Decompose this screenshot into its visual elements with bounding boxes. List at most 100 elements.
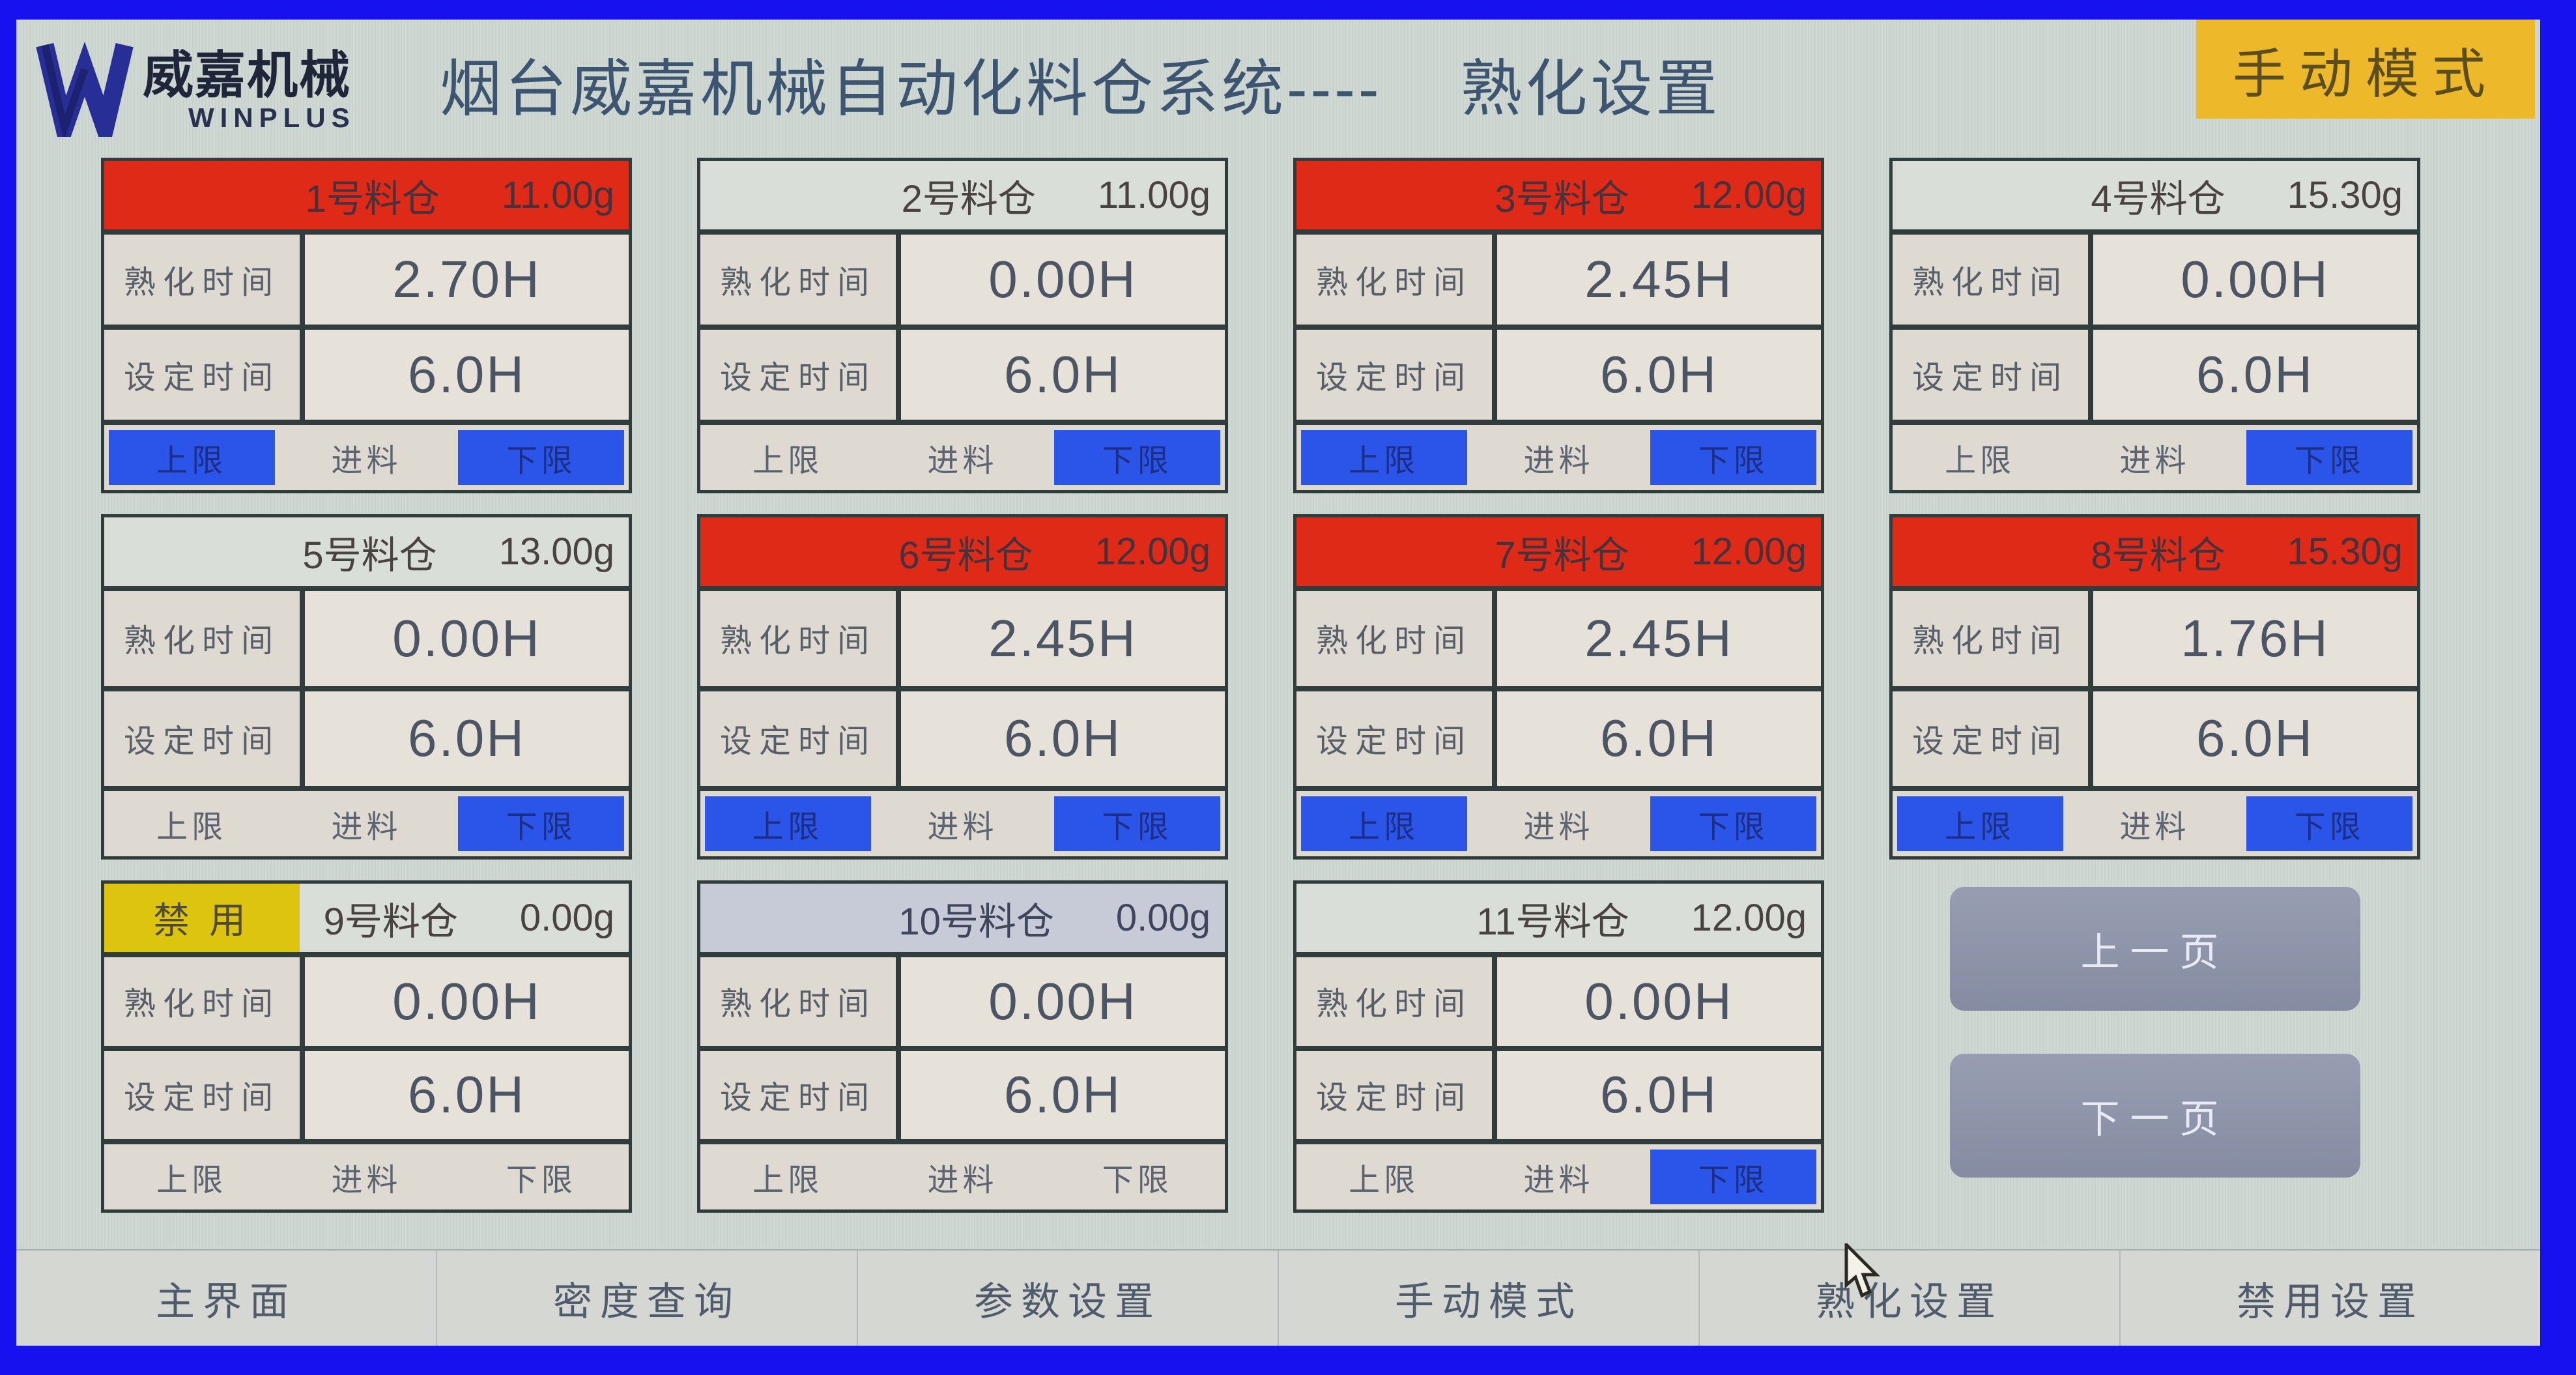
- menu-disable-settings[interactable]: 禁用设置: [2237, 1279, 2424, 1324]
- status-indicators: 上限 进料 下限: [700, 791, 1225, 856]
- upper-limit-indicator: 上限: [1349, 1163, 1420, 1198]
- curing-time-label: 熟化时间: [700, 591, 896, 686]
- silo-weight: 13.00g: [498, 530, 614, 573]
- curing-time-label: 熟化时间: [104, 235, 300, 325]
- page-title: 烟台威嘉机械自动化料仓系统---- 熟化设置: [440, 39, 1721, 128]
- upper-limit-indicator: 上限: [1945, 444, 2016, 478]
- menu-curing-settings[interactable]: 熟化设置: [1700, 1251, 2121, 1346]
- curing-time-value: 0.00H: [901, 957, 1225, 1046]
- silo-card: 禁用 3号料仓 12.00g 熟化时间 2.45H 设定时间 6.0H 上限 进…: [1293, 158, 1824, 493]
- curing-time-row: 熟化时间 0.00H: [104, 591, 629, 686]
- silo-name: 6号料仓: [898, 534, 1033, 577]
- lower-limit-indicator: 下限: [2246, 430, 2413, 485]
- lower-limit-indicator: 下限: [1650, 430, 1817, 485]
- next-page-button[interactable]: 下一页: [1949, 1054, 2360, 1178]
- set-time-label: 设定时间: [104, 330, 300, 420]
- set-time-row: 设定时间 6.0H: [1296, 1050, 1821, 1139]
- lower-limit-indicator: 下限: [506, 1163, 577, 1198]
- silo-header[interactable]: 禁用 9号料仓 0.00g: [104, 884, 629, 952]
- silo-header[interactable]: 禁用 3号料仓 12.00g: [1296, 161, 1821, 229]
- silo-weight: 15.30g: [2287, 174, 2403, 216]
- upper-limit-indicator: 上限: [1300, 430, 1467, 485]
- curing-time-label: 熟化时间: [104, 957, 300, 1046]
- menu-main-screen[interactable]: 主界面: [16, 1251, 437, 1346]
- lower-limit-indicator: 下限: [1650, 1150, 1817, 1204]
- silo-header[interactable]: 禁用 8号料仓 15.30g: [1893, 517, 2417, 586]
- curing-time-label: 熟化时间: [104, 591, 300, 686]
- curing-time-row: 熟化时间 0.00H: [1296, 957, 1821, 1046]
- set-time-label: 设定时间: [104, 1050, 300, 1139]
- set-time-value[interactable]: 6.0H: [305, 691, 629, 786]
- silo-header[interactable]: 禁用 2号料仓 11.00g: [700, 161, 1225, 229]
- set-time-value[interactable]: 6.0H: [1497, 330, 1821, 420]
- set-time-label: 设定时间: [1893, 691, 2088, 786]
- silo-header[interactable]: 禁用 7号料仓 12.00g: [1296, 517, 1821, 586]
- curing-time-value: 2.45H: [901, 591, 1225, 686]
- curing-time-value: 0.00H: [2093, 235, 2417, 325]
- silo-name: 7号料仓: [1495, 534, 1629, 577]
- brand-subtitle: WINPLUS: [188, 102, 356, 133]
- silo-name: 5号料仓: [302, 534, 437, 577]
- curing-time-label: 熟化时间: [1296, 957, 1492, 1046]
- silo-header[interactable]: 禁用 11号料仓 12.00g: [1296, 884, 1821, 952]
- set-time-row: 设定时间 6.0H: [1893, 330, 2417, 420]
- feed-indicator: 进料: [1523, 444, 1594, 478]
- feed-indicator: 进料: [927, 1163, 998, 1198]
- silo-header[interactable]: 禁用 6号料仓 12.00g: [700, 517, 1225, 586]
- lower-limit-indicator: 下限: [1054, 796, 1221, 851]
- silo-header[interactable]: 禁用 1号料仓 11.00g: [104, 161, 629, 229]
- silo-card: 禁用 9号料仓 0.00g 熟化时间 0.00H 设定时间 6.0H 上限 进料…: [101, 880, 632, 1213]
- menu-density-query[interactable]: 密度查询: [437, 1251, 858, 1346]
- silo-weight: 0.00g: [519, 897, 614, 939]
- set-time-value[interactable]: 6.0H: [2093, 330, 2417, 420]
- menu-manual-mode[interactable]: 手动模式: [1279, 1251, 1700, 1346]
- set-time-row: 设定时间 6.0H: [1893, 691, 2417, 786]
- upper-limit-indicator: 上限: [156, 1163, 227, 1198]
- curing-time-row: 熟化时间 0.00H: [1893, 235, 2417, 325]
- logo: 威嘉机械 WINPLUS: [36, 39, 356, 137]
- feed-indicator: 进料: [331, 810, 402, 845]
- lower-limit-indicator: 下限: [1650, 796, 1817, 851]
- set-time-value[interactable]: 6.0H: [2093, 691, 2417, 786]
- prev-page-button[interactable]: 上一页: [1949, 887, 2360, 1011]
- set-time-value[interactable]: 6.0H: [305, 330, 629, 420]
- screen-title: 熟化设置: [1460, 55, 1721, 124]
- upper-limit-indicator: 上限: [1300, 796, 1467, 851]
- curing-time-label: 熟化时间: [1296, 235, 1492, 325]
- set-time-value[interactable]: 6.0H: [1497, 1050, 1821, 1139]
- manual-mode-button[interactable]: 手动模式: [2196, 20, 2535, 119]
- set-time-label: 设定时间: [1296, 330, 1492, 420]
- curing-time-label: 熟化时间: [1893, 235, 2088, 325]
- set-time-value[interactable]: 6.0H: [901, 1050, 1225, 1139]
- status-indicators: 上限 进料 下限: [1296, 791, 1821, 856]
- silo-name: 3号料仓: [1495, 177, 1629, 220]
- silo-card: 禁用 11号料仓 12.00g 熟化时间 0.00H 设定时间 6.0H 上限 …: [1293, 880, 1824, 1213]
- silo-header[interactable]: 禁用 4号料仓 15.30g: [1893, 161, 2417, 229]
- curing-time-label: 熟化时间: [1893, 591, 2088, 686]
- silo-header[interactable]: 禁用 10号料仓 0.00g: [700, 884, 1225, 952]
- menu-parameter-settings[interactable]: 参数设置: [858, 1251, 1279, 1346]
- upper-limit-indicator: 上限: [752, 1163, 823, 1198]
- set-time-value[interactable]: 6.0H: [901, 691, 1225, 786]
- set-time-label: 设定时间: [700, 1050, 896, 1139]
- upper-limit-indicator: 上限: [108, 430, 275, 485]
- set-time-value[interactable]: 6.0H: [305, 1050, 629, 1139]
- feed-indicator: 进料: [927, 444, 998, 478]
- status-indicators: 上限 进料 下限: [1893, 791, 2417, 856]
- silo-name: 10号料仓: [898, 900, 1054, 943]
- feed-indicator: 进料: [2119, 444, 2190, 478]
- curing-time-value: 2.70H: [305, 235, 629, 325]
- silo-weight: 11.00g: [501, 174, 614, 216]
- silo-name: 2号料仓: [901, 177, 1036, 220]
- silo-weight: 12.00g: [1691, 897, 1807, 939]
- feed-indicator: 进料: [331, 444, 402, 478]
- silo-header[interactable]: 禁用 5号料仓 13.00g: [104, 517, 629, 586]
- upper-limit-indicator: 上限: [704, 796, 871, 851]
- set-time-value[interactable]: 6.0H: [1497, 691, 1821, 786]
- silo-weight: 15.30g: [2287, 530, 2403, 573]
- status-indicators: 上限 进料 下限: [1296, 1144, 1821, 1209]
- curing-time-row: 熟化时间 0.00H: [700, 235, 1225, 325]
- status-indicators: 上限 进料 下限: [104, 791, 629, 856]
- set-time-value[interactable]: 6.0H: [901, 330, 1225, 420]
